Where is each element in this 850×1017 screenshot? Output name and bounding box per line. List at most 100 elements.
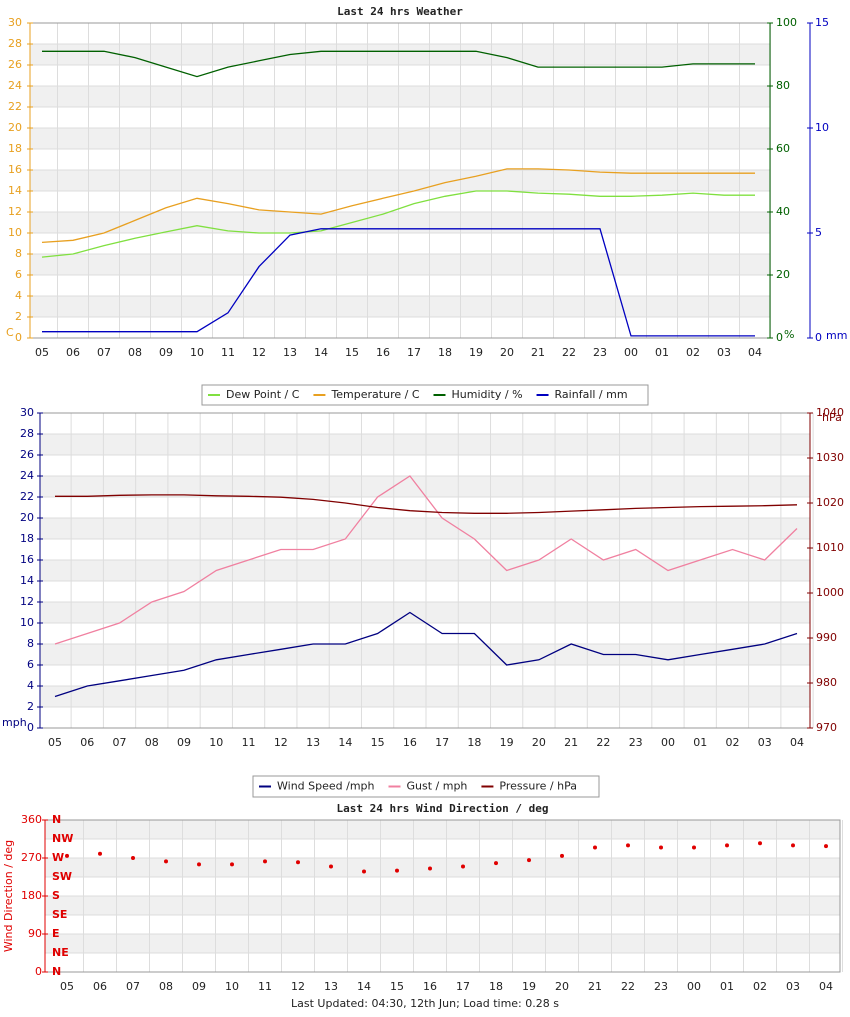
y-tick-label: 28 [20,427,34,440]
compass-label: N [52,965,61,978]
y-tick-label: 16 [20,553,34,566]
series-line [54,475,798,645]
direction-point [692,845,696,850]
compass-label: S [52,889,60,902]
x-tick-label: 04 [790,736,804,749]
x-tick-label: 15 [371,736,385,749]
x-tick-label: 06 [80,736,94,749]
y2-tick-label: 0 [776,331,783,344]
direction-point [296,860,300,865]
x-tick-label: 11 [258,980,272,993]
x-tick-label: 18 [467,736,481,749]
series-line [42,228,755,337]
direction-point [65,853,69,858]
x-tick-label: 10 [225,980,239,993]
grid-band [40,644,810,665]
x-tick-label: 19 [522,980,536,993]
y2-tick-label: 60 [776,142,790,155]
chart-title: Last 24 hrs Wind Direction / deg [337,802,549,815]
y-axis-label: mph [2,716,27,729]
x-tick-label: 01 [693,736,707,749]
y2-tick-label: 980 [816,676,837,689]
y-tick-label: 20 [8,121,22,134]
x-tick-label: 08 [128,346,142,359]
x-tick-label: 17 [407,346,421,359]
direction-point [329,864,333,869]
legend-label: Temperature / C [330,388,419,401]
y-tick-label: 10 [8,226,22,239]
y2-tick-label: 40 [776,205,790,218]
y-tick-label: 6 [27,658,34,671]
x-tick-label: 05 [48,736,62,749]
x-tick-label: 14 [338,736,352,749]
direction-point [791,843,795,848]
x-tick-label: 12 [274,736,288,749]
x-tick-label: 18 [438,346,452,359]
y-tick-label: 180 [21,889,42,902]
x-tick-label: 03 [758,736,772,749]
legend-label: Humidity / % [452,388,523,401]
x-tick-label: 18 [489,980,503,993]
y3-axis-label: mm [826,329,847,342]
y-tick-label: 14 [8,184,22,197]
grid-band [30,86,770,107]
y-tick-label: 4 [27,679,34,692]
direction-point [758,841,762,846]
x-tick-label: 20 [500,346,514,359]
x-tick-label: 11 [221,346,235,359]
direction-point [263,859,267,864]
x-tick-label: 22 [621,980,635,993]
direction-point [362,869,366,874]
y-axis-label: Wind Direction / deg [2,840,15,952]
x-tick-label: 08 [145,736,159,749]
y3-tick-label: 0 [815,331,822,344]
legend-box [201,384,649,406]
chart-title: Last 24 hrs Weather [337,5,463,18]
grid-band [40,602,810,623]
x-tick-label: 16 [403,736,417,749]
y-tick-label: 12 [20,595,34,608]
x-tick-label: 05 [60,980,74,993]
y2-tick-label: 1030 [816,451,844,464]
x-tick-label: 06 [93,980,107,993]
y-tick-label: 16 [8,163,22,176]
compass-label: W [52,851,64,864]
direction-point [626,843,630,848]
legend-label: Pressure / hPa [499,780,577,793]
legend-box [252,775,600,798]
y-axis-label: C [6,326,14,339]
y-tick-label: 270 [21,851,42,864]
x-tick-label: 16 [423,980,437,993]
grid-band [30,44,770,65]
direction-point [725,843,729,848]
legend-label: Dew Point / C [226,388,300,401]
x-tick-label: 14 [357,980,371,993]
x-tick-label: 07 [113,736,127,749]
x-tick-label: 05 [35,346,49,359]
y-tick-label: 0 [15,331,22,344]
y-tick-label: 26 [20,448,34,461]
x-tick-label: 17 [435,736,449,749]
x-tick-label: 07 [97,346,111,359]
x-tick-label: 00 [687,980,701,993]
grid-band [40,434,810,455]
x-tick-label: 17 [456,980,470,993]
y-tick-label: 30 [8,16,22,29]
y2-tick-label: 1040 [816,406,844,419]
direction-point [98,851,102,856]
grid-band [45,820,840,839]
direction-point [197,862,201,867]
y-tick-label: 26 [8,58,22,71]
direction-point [560,853,564,858]
x-tick-label: 21 [588,980,602,993]
y-tick-label: 24 [8,79,22,92]
y2-axis-label: % [784,328,794,341]
legend-label: Wind Speed /mph [277,780,375,793]
compass-label: N [52,813,61,826]
grid-band [45,858,840,877]
compass-label: E [52,927,60,940]
y2-tick-label: 990 [816,631,837,644]
x-tick-label: 21 [531,346,545,359]
direction-point [395,868,399,873]
